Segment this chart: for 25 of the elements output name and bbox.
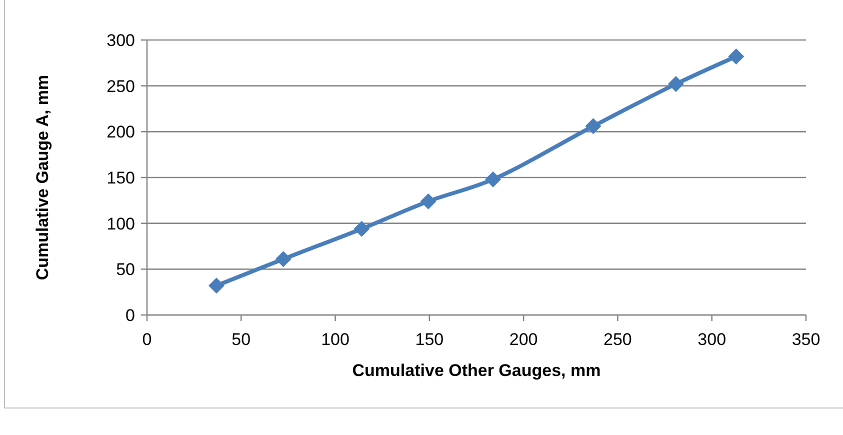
x-tick-label: 0 — [142, 330, 152, 349]
point — [485, 171, 502, 188]
x-tick-label: 200 — [509, 330, 538, 349]
y-tick-label: 150 — [106, 168, 135, 188]
point — [354, 220, 370, 237]
point — [668, 76, 684, 92]
point — [728, 48, 744, 64]
y-tick-label: 100 — [106, 214, 135, 234]
x-tick-label: 350 — [792, 330, 820, 349]
point — [420, 193, 436, 210]
y-tick-label: 300 — [106, 30, 135, 50]
point — [585, 118, 602, 134]
x-tick-label: 150 — [415, 330, 444, 349]
x-tick-label: 50 — [232, 330, 251, 349]
x-tick-label: 100 — [321, 330, 350, 349]
point — [208, 278, 224, 294]
y-axis-title: Cumulative Gauge A, mm — [33, 74, 52, 280]
x-axis-title: Cumulative Other Gauges, mm — [352, 361, 601, 380]
point — [275, 251, 292, 268]
y-tick-label: 200 — [106, 122, 135, 142]
x-tick-label: 300 — [698, 330, 726, 349]
x-tick-label: 250 — [604, 330, 632, 349]
y-tick-label: 250 — [106, 76, 135, 96]
y-tick-label: 0 — [126, 306, 135, 325]
y-tick-label: 50 — [116, 260, 135, 280]
